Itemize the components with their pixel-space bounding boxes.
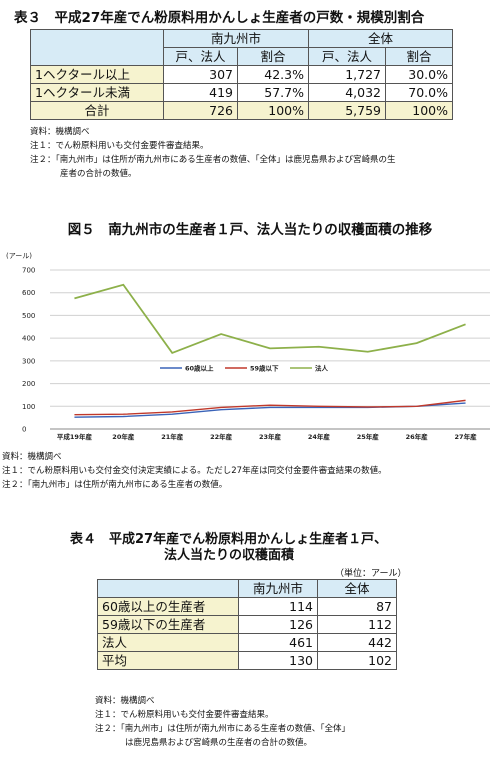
row-label: 59歳以下の生産者 — [97, 615, 239, 634]
y-tick-label: 100 — [22, 403, 35, 411]
row-label: 平均 — [97, 651, 239, 670]
note: 注２：「南九州市」は住所が南九州市にある生産者の数値、「全体」は鹿児島県および宮… — [30, 155, 396, 165]
table4-unit: （単位：アール） — [335, 569, 407, 579]
y-tick-label: 500 — [22, 312, 35, 320]
table-row: 法人 461 442 — [97, 633, 397, 652]
x-tick-label: 20年産 — [112, 432, 135, 441]
note: 注２：「南九州市」は住所が南九州市にある生産者の数値、「全体」 — [95, 724, 351, 734]
cell: 442 — [317, 633, 397, 652]
cell: 307 — [163, 65, 238, 84]
y-tick-label: 700 — [22, 267, 35, 275]
cell: 4,032 — [308, 83, 386, 102]
table4-title-line2: 法人当たりの収穫面積 — [164, 548, 295, 563]
cell: 42.3% — [237, 65, 309, 84]
x-tick-label: 22年産 — [210, 432, 233, 441]
table4-header: 南九州市 — [238, 579, 318, 598]
cell: 100% — [237, 101, 309, 120]
row-label: 1ヘクタール未満 — [30, 83, 164, 102]
note: 注２：「南九州市」は住所が南九州市にある生産者の数値。 — [2, 480, 228, 490]
note: 注１：でん粉原料用いも交付金交付決定実績による。ただし27年産は同交付金要件審査… — [2, 466, 387, 476]
note: 産者の合計の数値。 — [60, 169, 137, 179]
y-axis-label: (アール) — [6, 252, 32, 260]
legend-label: 法人 — [315, 364, 329, 373]
line-chart: (アール) 0 100 200 300 400 500 600 700 平成19年産 20年産 2… — [6, 252, 490, 441]
table4-notes: 資料：機構調べ 注１：でん粉原料用いも交付金要件審査結果。 注２：「南九州市」は… — [95, 694, 350, 750]
cell: 461 — [238, 633, 318, 652]
legend-label: 59歳以下 — [250, 364, 279, 373]
table3-corner — [30, 29, 164, 66]
x-tick-label: 24年産 — [308, 432, 331, 441]
cell: 1,727 — [308, 65, 386, 84]
legend-label: 60歳以上 — [185, 364, 214, 373]
y-tick-label: 0 — [22, 426, 26, 434]
series-line — [74, 399, 466, 416]
note: 注１：でん粉原料用いも交付金要件審査結果。 — [95, 710, 274, 720]
y-tick-label: 200 — [22, 380, 35, 388]
cell: 87 — [317, 597, 397, 616]
x-tick-label: 21年産 — [161, 432, 184, 441]
cell: 30.0% — [385, 65, 453, 84]
note: 資料：機構調べ — [95, 696, 155, 706]
x-tick-label: 27年産 — [455, 432, 478, 441]
table-row: 1ヘクタール以上 307 42.3% 1,727 30.0% — [30, 65, 453, 84]
cell: 130 — [238, 651, 318, 670]
cell: 112 — [317, 615, 397, 634]
y-tick-label: 300 — [22, 357, 35, 365]
cell: 100% — [385, 101, 453, 120]
cell: 114 — [238, 597, 318, 616]
table-row-total: 合計 726 100% 5,759 100% — [30, 101, 453, 120]
table-row: 1ヘクタール未満 419 57.7% 4,032 70.0% — [30, 83, 453, 102]
table3: 南九州市 全体 戸、法人 割合 戸、法人 割合 1ヘクタール以上 307 42.… — [30, 29, 453, 120]
note: は鹿児島県および宮崎県の生産者の合計の数値。 — [125, 738, 313, 748]
figure5-notes: 資料：機構調べ 注１：でん粉原料用いも交付金交付決定実績による。ただし27年産は… — [2, 450, 387, 492]
y-tick-label: 600 — [22, 289, 35, 297]
cell: 102 — [317, 651, 397, 670]
cell: 70.0% — [385, 83, 453, 102]
table4-corner — [97, 579, 239, 598]
x-tick-label: 25年産 — [357, 432, 380, 441]
row-label: 60歳以上の生産者 — [97, 597, 239, 616]
table3-sub-header: 割合 — [385, 47, 453, 66]
y-tick-label: 400 — [22, 335, 35, 343]
note: 注１：でん粉原料用いも交付金要件審査結果。 — [30, 141, 209, 151]
cell: 57.7% — [237, 83, 309, 102]
table4-title: 表４ 平成27年産でん粉原料用かんしょ生産者１戸、 法人当たりの収穫面積 — [70, 532, 387, 564]
row-label: 合計 — [30, 101, 164, 120]
cell: 126 — [238, 615, 318, 634]
table3-group-header: 全体 — [308, 29, 453, 48]
table3-sub-header: 戸、法人 — [308, 47, 386, 66]
cell: 726 — [163, 101, 238, 120]
note: 資料：機構調べ — [2, 452, 62, 462]
table3-sub-header: 割合 — [237, 47, 309, 66]
table-row: 60歳以上の生産者 114 87 — [97, 597, 397, 616]
row-label: 1ヘクタール以上 — [30, 65, 164, 84]
series-line — [74, 283, 466, 354]
table3-sub-header: 戸、法人 — [163, 47, 238, 66]
x-tick-label: 23年産 — [259, 432, 282, 441]
table3-group-header: 南九州市 — [163, 29, 309, 48]
row-label: 法人 — [97, 633, 239, 652]
x-tick-label: 26年産 — [406, 432, 429, 441]
x-tick-label: 平成19年産 — [57, 432, 93, 441]
cell: 419 — [163, 83, 238, 102]
table3-title: 表３ 平成27年産でん粉原料用かんしょ生産者の戸数・規模別割合 — [14, 10, 425, 26]
figure5-title: 図５ 南九州市の生産者１戸、法人当たりの収穫面積の推移 — [67, 222, 433, 238]
table-row: 平均 130 102 — [97, 651, 397, 670]
note: 資料：機構調べ — [30, 127, 90, 137]
table4-header: 全体 — [317, 579, 397, 598]
table4: 南九州市 全体 60歳以上の生産者 114 87 59歳以下の生産者 126 1… — [97, 579, 397, 670]
table3-notes: 資料：機構調べ 注１：でん粉原料用いも交付金要件審査結果。 注２：「南九州市」は… — [30, 125, 396, 181]
cell: 5,759 — [308, 101, 386, 120]
table-row: 59歳以下の生産者 126 112 — [97, 615, 397, 634]
table4-title-line1: 表４ 平成27年産でん粉原料用かんしょ生産者１戸、 — [70, 532, 388, 547]
